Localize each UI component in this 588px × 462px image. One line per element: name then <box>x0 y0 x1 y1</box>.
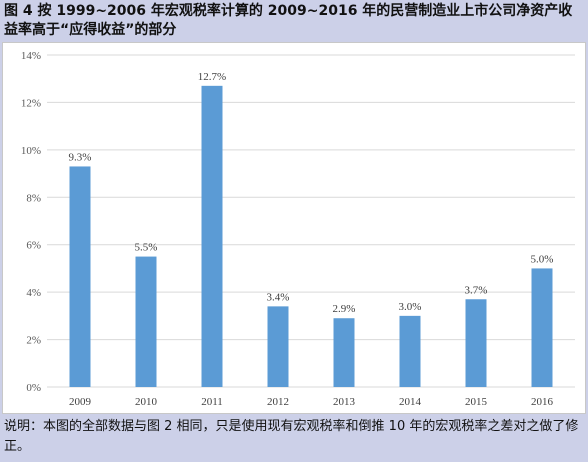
y-tick-label: 12% <box>21 97 41 109</box>
data-label: 5.5% <box>135 242 158 254</box>
bar-2013 <box>333 318 355 387</box>
data-label: 2.9% <box>333 303 356 315</box>
bar-2016 <box>531 268 553 387</box>
bar-chart: 0% 2% 4% 6% 8% 10% 12% 14% 9.3% 2009 5.5% 2010 12.7%… <box>21 50 575 408</box>
bar-2015 <box>465 299 487 387</box>
bar-2014 <box>399 315 421 387</box>
x-tick-label: 2012 <box>267 396 289 408</box>
x-tick-label: 2015 <box>465 396 488 408</box>
bar-2009 <box>69 166 91 387</box>
y-tick-label: 14% <box>21 50 41 62</box>
y-tick-label: 0% <box>26 382 41 394</box>
y-tick-label: 2% <box>26 335 41 347</box>
x-tick-label: 2011 <box>201 396 223 408</box>
data-label: 9.3% <box>69 151 92 163</box>
x-tick-label: 2010 <box>135 396 158 408</box>
bar-2010 <box>135 256 157 387</box>
data-label: 3.7% <box>465 284 488 296</box>
y-tick-label: 8% <box>26 192 41 204</box>
data-label: 12.7% <box>198 71 226 83</box>
chart-area: 0% 2% 4% 6% 8% 10% 12% 14% 9.3% 2009 5.5% 2010 12.7%… <box>2 42 586 414</box>
y-tick-label: 6% <box>26 240 41 252</box>
y-tick-label: 4% <box>26 287 41 299</box>
y-tick-label: 10% <box>21 145 41 157</box>
x-tick-label: 2016 <box>531 396 554 408</box>
data-label: 3.0% <box>399 301 422 313</box>
chart-title: 图 4 按 1999~2006 年宏观税率计算的 2009~2016 年的民营制… <box>4 3 573 38</box>
bar-2011 <box>201 85 223 388</box>
data-label: 3.4% <box>267 291 290 303</box>
x-tick-label: 2014 <box>399 396 422 408</box>
x-tick-label: 2013 <box>333 396 356 408</box>
figure-note: 说明：本图的全部数据与图 2 相同，只是使用现有宏观税率和倒推 10 年的宏观税… <box>4 419 579 454</box>
x-tick-label: 2009 <box>69 396 92 408</box>
data-label: 5.0% <box>531 253 554 265</box>
bar-2012 <box>267 306 289 387</box>
